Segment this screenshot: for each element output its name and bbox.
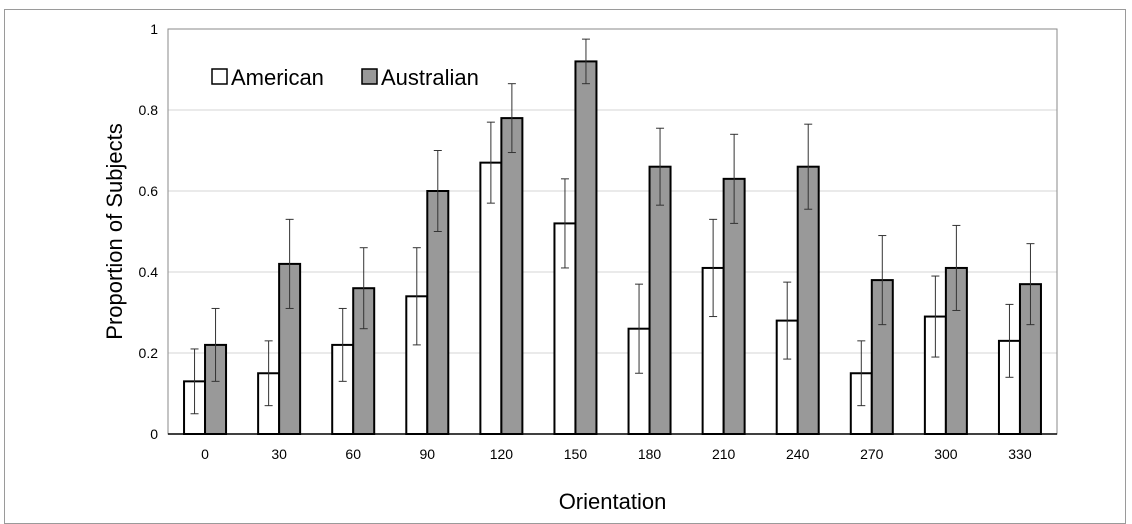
gridlines (168, 109, 1057, 354)
y-tick-label: 1 (150, 21, 158, 37)
legend-swatch-australian (361, 68, 378, 85)
x-tick-label: 180 (638, 446, 662, 462)
axes (167, 28, 1058, 435)
y-axis-title: Proportion of Subjects (102, 123, 127, 339)
x-tick-label: 60 (345, 446, 361, 462)
x-tick-label: 150 (564, 446, 588, 462)
error-bars (190, 38, 1035, 415)
y-tick-labels: 0 0.2 0.4 0.6 0.8 1 (139, 21, 159, 442)
y-tick-label: 0.8 (139, 102, 159, 118)
bars (183, 60, 1042, 436)
bar-australian-180 (648, 165, 672, 435)
legend-swatch-american (211, 68, 228, 85)
y-tick-label: 0 (150, 426, 158, 442)
x-tick-labels: 0 30 60 90 120 150 180 210 240 270 300 330 (201, 446, 1032, 462)
x-axis-title: Orientation (559, 489, 667, 514)
x-tick-label: 330 (1008, 446, 1032, 462)
x-tick-label: 90 (420, 446, 436, 462)
legend-label-australian: Australian (381, 65, 479, 90)
x-tick-label: 30 (271, 446, 287, 462)
legend-label-american: American (231, 65, 324, 90)
x-tick-label: 270 (860, 446, 884, 462)
x-tick-label: 210 (712, 446, 736, 462)
legend: American Australian (211, 65, 479, 90)
x-tick-label: 300 (934, 446, 958, 462)
bar-australian-120 (500, 117, 524, 435)
y-tick-label: 0.6 (139, 183, 159, 199)
bar-australian-150 (574, 60, 598, 436)
y-tick-label: 0.2 (139, 345, 159, 361)
x-tick-label: 0 (201, 446, 209, 462)
y-tick-label: 0.4 (139, 264, 159, 280)
x-tick-label: 240 (786, 446, 810, 462)
x-tick-label: 120 (490, 446, 514, 462)
